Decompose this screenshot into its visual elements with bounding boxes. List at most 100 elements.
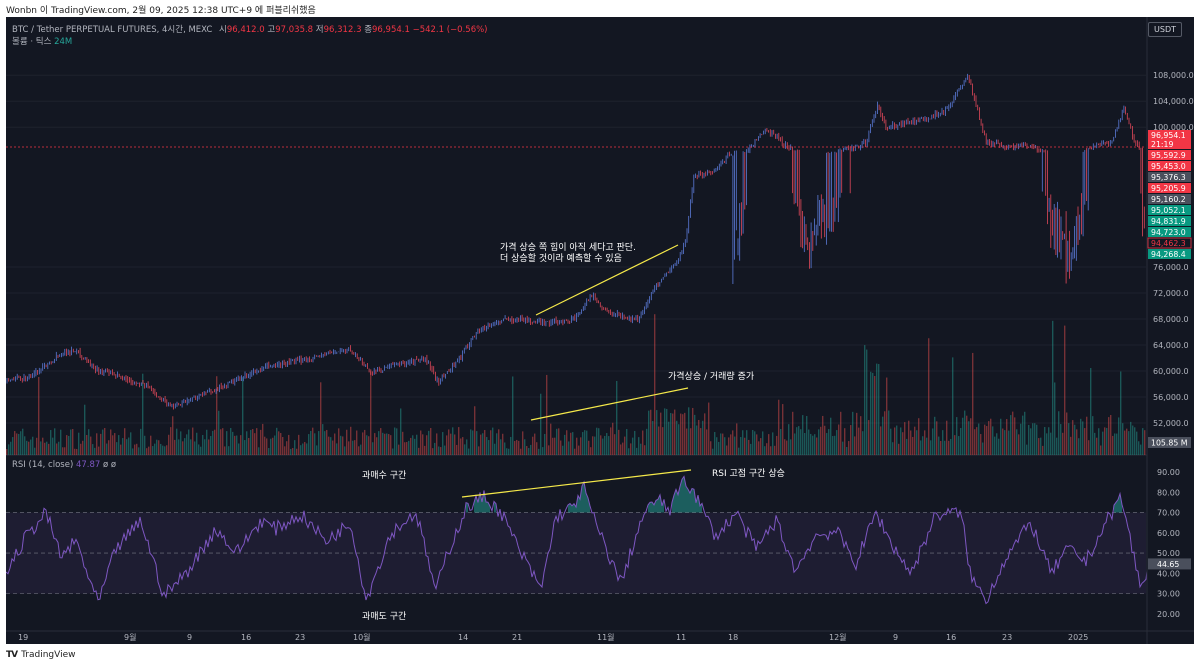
volume-bar (932, 428, 934, 455)
volume-bar (780, 428, 782, 455)
volume-bar (526, 446, 528, 455)
currency-button[interactable]: USDT (1148, 22, 1182, 37)
open-value: 96,412.0 (226, 25, 265, 35)
volume-bar (246, 431, 248, 455)
volume-bar (374, 433, 376, 455)
volume-bar (106, 443, 108, 455)
volume-bar (382, 432, 384, 455)
volume-bar (538, 448, 540, 455)
volume-bar (794, 433, 796, 455)
volume-bar (892, 442, 894, 455)
volume-bar (226, 431, 228, 455)
volume-bar (554, 437, 556, 455)
volume-bar (976, 427, 978, 455)
volume-bar (600, 435, 602, 455)
volume-bar (612, 422, 614, 455)
volume-bar (750, 443, 752, 455)
price-trendline (535, 244, 679, 316)
volume-bar (804, 432, 806, 455)
price-label: 94,462.3 (1151, 239, 1186, 248)
rsi-extra: ø ø (103, 460, 117, 470)
volume-bar (1080, 418, 1082, 455)
time-tick-label: 10월 (353, 632, 371, 642)
volume-bar (692, 407, 694, 455)
volume-bar (1036, 424, 1038, 455)
volume-bar (674, 409, 676, 455)
volume-bar (906, 438, 908, 455)
rsi-tick-label: 30.00 (1157, 590, 1180, 599)
price-tick-label: 72,000.0 (1153, 289, 1189, 298)
price-label: 94,268.4 (1151, 250, 1186, 259)
price-tick-label: 104,000.0 (1153, 97, 1194, 106)
time-tick-label: 23 (295, 633, 305, 642)
rsi-current-box (1148, 558, 1191, 570)
oversold-annotation: 과매도 구간 (362, 612, 407, 622)
volume-bar (928, 338, 930, 455)
volume-bar (54, 428, 56, 455)
volume-bar (262, 423, 264, 455)
volume-bar (410, 437, 412, 455)
volume-bar (958, 436, 960, 455)
volume-bar (12, 437, 14, 455)
volume-bar (352, 440, 354, 455)
volume-bar (134, 444, 136, 455)
volume-bar (292, 448, 294, 455)
volume-bar (832, 436, 834, 455)
volume-bar (808, 429, 810, 455)
chart-area[interactable]: 108,000.0 104,000.0 100,000.0 76,000.0 72,00… (6, 17, 1194, 644)
volume-bar (88, 429, 90, 455)
volume-bar (902, 432, 904, 455)
volume-bar (836, 430, 838, 455)
volume-bar (286, 441, 288, 455)
volume-bar (1000, 418, 1002, 455)
volume-bar (770, 446, 772, 455)
volume-bar (930, 440, 932, 455)
volume-bar (30, 439, 32, 455)
volume-bar (24, 436, 26, 455)
volume-bar (436, 433, 438, 455)
volume-bar (376, 437, 378, 455)
volume-bar (190, 439, 192, 455)
volume-bar (690, 428, 692, 455)
volume-bar (1110, 415, 1112, 455)
open-label: 시 (219, 25, 227, 35)
volume-bar (954, 435, 956, 455)
price-label: 95,052.1 (1151, 206, 1186, 215)
price-label-box (1148, 216, 1191, 226)
volume-bar (1140, 444, 1142, 455)
volume-bar (82, 440, 84, 455)
volume-bar (1018, 434, 1020, 455)
volume-bar (168, 434, 170, 455)
volume-bar (482, 433, 484, 455)
volume-bar (196, 432, 198, 455)
volume-bar (160, 443, 162, 455)
volume-bar (782, 404, 784, 455)
volume-bar (1038, 438, 1040, 455)
volume-bar (1076, 429, 1078, 455)
volume-bar (308, 434, 310, 455)
volume-bar (1108, 417, 1110, 455)
volume-bar (266, 438, 268, 455)
volume-bar (966, 415, 968, 455)
rsi-trendline (461, 469, 692, 498)
volume-bar (1066, 412, 1068, 455)
volume-bar (662, 427, 664, 455)
volume-bar (180, 431, 182, 455)
volume-bar (548, 445, 550, 455)
volume-bar (994, 436, 996, 455)
volume-bar (768, 434, 770, 455)
volume-bar (676, 420, 678, 455)
volume-bar (458, 427, 460, 455)
volume-bar (312, 427, 314, 455)
volume-bar (444, 445, 446, 455)
time-tick-label: 12월 (829, 632, 847, 642)
volume-bar (138, 447, 140, 455)
volume-bar (26, 440, 28, 455)
volume-label: 105.85 M (1151, 439, 1188, 448)
volume-bar (588, 440, 590, 455)
volume-bar (330, 437, 332, 455)
volume-bar (142, 373, 144, 455)
volume-bar (1010, 415, 1012, 455)
volume-bar (502, 433, 504, 455)
volume-bar (684, 412, 686, 455)
